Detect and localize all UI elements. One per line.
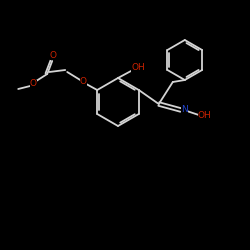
Text: O: O (30, 80, 37, 88)
Text: OH: OH (198, 112, 212, 120)
Text: O: O (50, 50, 57, 59)
Text: N: N (182, 106, 188, 114)
Text: OH: OH (131, 62, 145, 72)
Text: O: O (80, 78, 87, 86)
